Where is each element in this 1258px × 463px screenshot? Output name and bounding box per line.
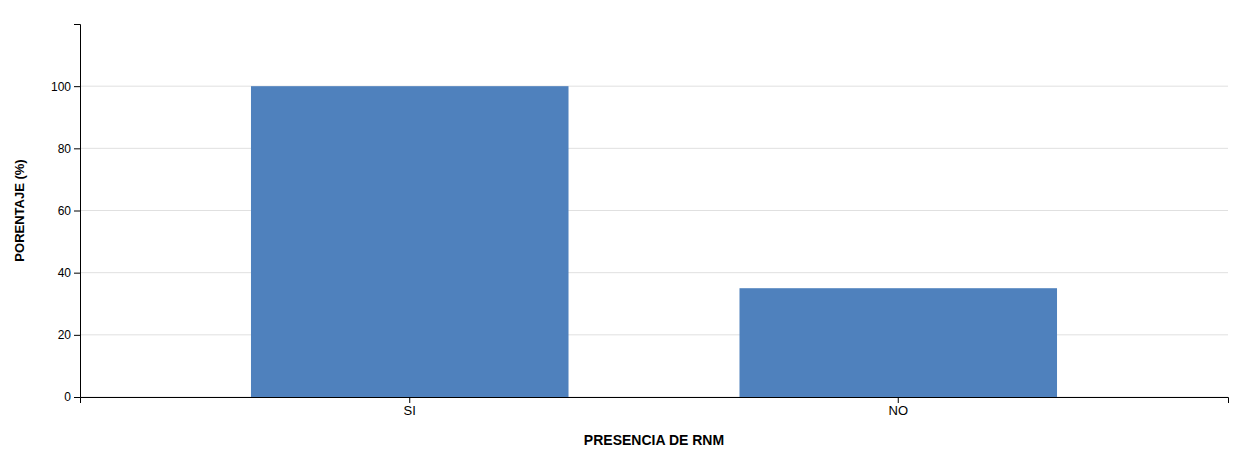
y-tick: 80 (58, 142, 80, 156)
y-tick-mark (74, 273, 80, 274)
y-tick-label: 80 (58, 142, 72, 156)
y-tick-label: 60 (58, 204, 72, 218)
x-tick-label: NO (889, 403, 909, 418)
y-tick-label: 0 (64, 390, 71, 404)
x-axis-line (81, 398, 1229, 404)
chart-svg: SI NO 0 20 40 60 80 100 PRESENCIA DE RNM PORENTAJ… (0, 0, 1258, 463)
y-tick-mark (74, 86, 80, 87)
y-tick-mark (74, 397, 80, 398)
x-axis: SI NO (81, 397, 1229, 418)
x-axis-title: PRESENCIA DE RNM (584, 432, 724, 448)
x-tick-label: SI (404, 403, 416, 418)
y-tick-mark (74, 148, 80, 149)
y-axis: 0 20 40 60 80 100 (51, 25, 81, 405)
bars (251, 86, 1057, 397)
bar (739, 288, 1057, 397)
y-tick-label: 100 (51, 80, 71, 94)
plot-area: SI NO 0 20 40 60 80 100 (51, 25, 1229, 419)
y-tick: 0 (64, 390, 80, 404)
y-axis-line (74, 25, 81, 398)
y-tick-label: 20 (58, 328, 72, 342)
x-tick: NO (889, 397, 909, 418)
x-tick-mark (898, 397, 899, 403)
y-tick: 60 (58, 204, 80, 218)
y-tick: 20 (58, 328, 80, 342)
y-tick-label: 40 (58, 266, 72, 280)
x-tick-mark (409, 397, 410, 403)
y-tick: 40 (58, 266, 80, 280)
y-axis-title: PORENTAJE (%) (12, 159, 27, 261)
bar (251, 86, 569, 397)
chart-container: SI NO 0 20 40 60 80 100 PRESENCIA DE RNM PORENTAJ… (0, 0, 1258, 463)
x-tick: SI (404, 397, 416, 418)
y-tick: 100 (51, 80, 80, 94)
y-tick-mark (74, 211, 80, 212)
grid (80, 86, 1228, 397)
y-tick-mark (74, 335, 80, 336)
